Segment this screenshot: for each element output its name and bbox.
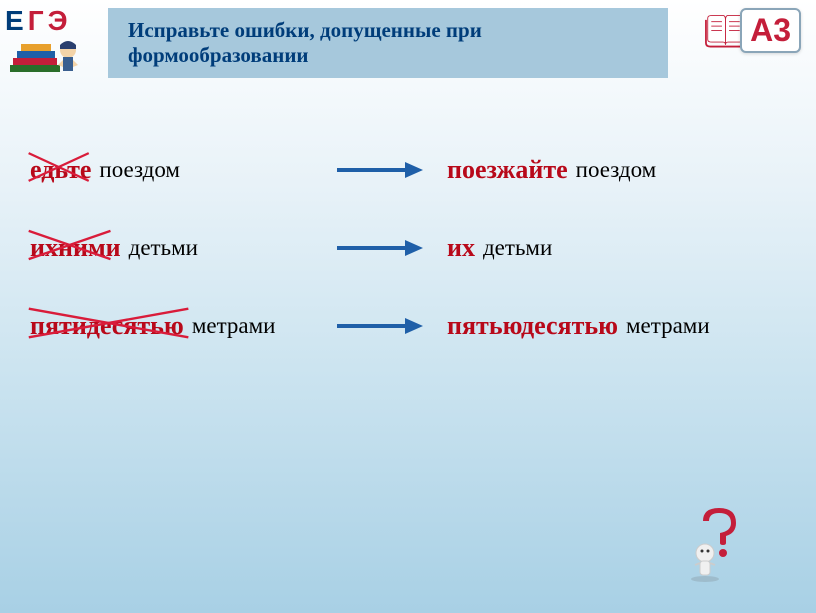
wrong-suffix: поездом (99, 157, 180, 183)
correct-column: поезжайте поездом (447, 155, 656, 185)
correct-column: их детьми (447, 233, 552, 263)
arrow-icon (335, 316, 425, 336)
correct-suffix: поездом (576, 157, 657, 183)
ege-letter-e1: Е (5, 5, 28, 36)
correct-word: поезжайте (447, 155, 568, 185)
wrong-suffix: метрами (192, 313, 276, 339)
correct-suffix: метрами (626, 313, 710, 339)
ege-text: ЕГЭ (5, 5, 100, 37)
content-area: едьте поездом поезжайте поездом ихними д… (0, 155, 816, 341)
question-character-icon (681, 503, 756, 583)
ege-letter-g: Г (28, 5, 48, 36)
correction-row: пятидесятью метрами пятьюдесятью метрами (30, 311, 786, 341)
correct-word: пятьюдесятью (447, 311, 618, 341)
header: ЕГЭ Исправьте ошибки, допущенные при фор… (0, 0, 816, 85)
correction-row: ихними детьми их детьми (30, 233, 786, 263)
wrong-word: ихними (30, 233, 121, 263)
wrong-word: едьте (30, 155, 91, 185)
books-character-icon (5, 35, 100, 85)
arrow-icon (335, 238, 425, 258)
badge-area: А3 (703, 8, 801, 53)
page-title: Исправьте ошибки, допущенные при формооб… (128, 18, 648, 68)
ege-logo: ЕГЭ (5, 5, 100, 85)
logo-illustration (5, 35, 100, 85)
correct-column: пятьюдесятью метрами (447, 311, 710, 341)
ege-letter-e2: Э (48, 5, 72, 36)
correction-row: едьте поездом поезжайте поездом (30, 155, 786, 185)
wrong-column: едьте поездом (30, 155, 335, 185)
badge-text: А3 (750, 12, 791, 48)
correct-suffix: детьми (483, 235, 552, 261)
wrong-suffix: детьми (129, 235, 198, 261)
badge-box: А3 (740, 8, 801, 53)
wrong-word: пятидесятью (30, 311, 184, 341)
wrong-column: пятидесятью метрами (30, 311, 335, 341)
arrow-icon (335, 160, 425, 180)
wrong-column: ихними детьми (30, 233, 335, 263)
title-bar: Исправьте ошибки, допущенные при формооб… (108, 8, 668, 78)
correct-word: их (447, 233, 475, 263)
